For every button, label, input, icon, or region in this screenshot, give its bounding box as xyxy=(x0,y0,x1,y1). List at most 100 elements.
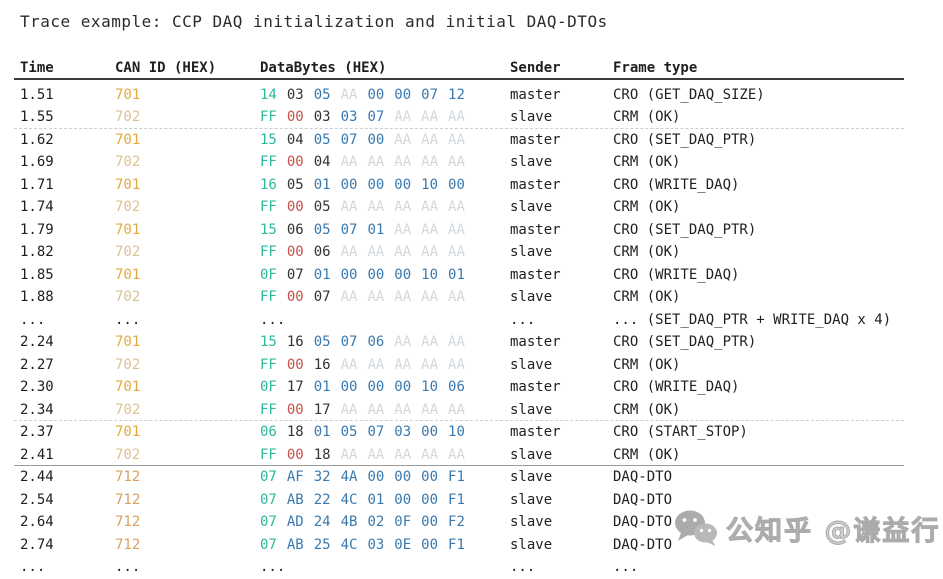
cell-databytes: FF 00 16 AA AA AA AA AA xyxy=(260,354,510,377)
data-byte: 22 xyxy=(313,491,331,508)
data-byte: 07 xyxy=(340,221,358,238)
data-byte: 00 xyxy=(286,244,304,260)
cell-databytes: ... xyxy=(260,309,510,332)
data-byte: AD xyxy=(286,514,304,530)
table-row: 1.88 702 FF 00 07 AA AA AA AA AA slave CRM (OK) xyxy=(14,286,904,309)
data-byte: AA xyxy=(367,401,385,418)
data-byte: AA xyxy=(394,401,412,418)
cell-frame-type: CRM (OK) xyxy=(613,154,681,170)
data-byte: 06 xyxy=(448,379,465,395)
data-byte: 00 xyxy=(286,154,304,170)
data-byte: 00 xyxy=(421,424,439,440)
cell-time: 2.34 xyxy=(20,401,54,418)
table-row: 2.74 712 07 AB 25 4C 03 0E 00 F1 slave DAQ-DTO xyxy=(14,534,904,557)
cell-can-id: 712 xyxy=(115,469,141,485)
cell-can-id: 712 xyxy=(115,514,141,530)
data-byte: FF xyxy=(260,401,277,418)
cell-databytes: 15 06 05 07 01 AA AA AA xyxy=(260,219,510,242)
cell-sender: slave xyxy=(510,199,553,215)
data-byte: 16 xyxy=(286,334,304,350)
data-byte: 03 xyxy=(313,109,331,125)
data-byte: AA xyxy=(340,446,358,463)
data-byte: 00 xyxy=(367,379,385,395)
data-byte: AA xyxy=(448,401,465,418)
data-byte: 00 xyxy=(286,446,304,463)
cell-can-id: ... xyxy=(115,559,141,575)
data-byte: AA xyxy=(421,289,439,305)
cell-time: 1.74 xyxy=(20,199,54,215)
data-byte: AA xyxy=(394,109,412,125)
cell-databytes: 07 AB 22 4C 01 00 00 F1 xyxy=(260,489,510,512)
cell-can-id: 702 xyxy=(115,199,141,215)
data-byte: 05 xyxy=(286,176,304,193)
data-byte: 05 xyxy=(340,424,358,440)
data-byte: 0F xyxy=(260,379,277,395)
data-byte: FF xyxy=(260,289,277,305)
data-byte: 07 xyxy=(260,491,277,508)
column-header-can-id: CAN ID (HEX) xyxy=(115,60,217,76)
data-byte: F1 xyxy=(448,469,465,485)
cell-can-id: 712 xyxy=(115,536,141,553)
table-row: 1.85 701 0F 07 01 00 00 00 10 01 master CRO (WRITE_… xyxy=(14,264,904,287)
data-byte: 14 xyxy=(260,86,277,103)
data-byte: 25 xyxy=(313,536,331,553)
data-byte: AA xyxy=(367,289,385,305)
column-header-time: Time xyxy=(20,60,54,76)
cell-time: 2.54 xyxy=(20,491,54,508)
data-byte: AB xyxy=(286,536,304,553)
data-byte: AA xyxy=(448,244,465,260)
data-byte: 01 xyxy=(367,491,385,508)
data-byte: AA xyxy=(448,334,465,350)
data-byte: AA xyxy=(367,154,385,170)
data-byte: 18 xyxy=(286,424,304,440)
data-byte: 4A xyxy=(340,469,358,485)
cell-frame-type: CRO (START_STOP) xyxy=(613,424,748,440)
data-byte: 10 xyxy=(421,266,439,283)
cell-databytes: ... xyxy=(260,556,510,579)
cell-frame-type: CRO (WRITE_DAQ) xyxy=(613,266,740,283)
data-byte: FF xyxy=(260,356,277,373)
column-header-frame-type: Frame type xyxy=(613,60,698,76)
data-byte: 00 xyxy=(394,469,412,485)
data-byte: 4C xyxy=(340,536,358,553)
cell-databytes: 0F 17 01 00 00 00 10 06 xyxy=(260,376,510,399)
data-byte: 10 xyxy=(448,424,465,440)
data-byte: 01 xyxy=(448,266,465,283)
data-byte: AA xyxy=(340,244,358,260)
cell-sender: slave xyxy=(510,446,553,463)
trace-table: Time CAN ID (HEX) DataBytes (HEX) Sender… xyxy=(14,56,904,579)
cell-frame-type: CRM (OK) xyxy=(613,356,681,373)
data-byte: 00 xyxy=(394,86,412,103)
data-byte: 0E xyxy=(394,536,412,553)
table-row: 2.44 712 07 AF 32 4A 00 00 00 F1 slave DAQ-DTO xyxy=(14,466,904,489)
data-byte: 07 xyxy=(313,289,331,305)
data-byte: 01 xyxy=(313,176,331,193)
data-byte: AA xyxy=(367,244,385,260)
data-byte: 4C xyxy=(340,491,358,508)
cell-time: 2.74 xyxy=(20,536,54,553)
data-byte: 07 xyxy=(367,109,385,125)
table-row: 1.69 702 FF 00 04 AA AA AA AA AA slave CRM (OK) xyxy=(14,151,904,174)
data-byte: 00 xyxy=(340,266,358,283)
data-byte: 18 xyxy=(313,446,331,463)
data-byte: 00 xyxy=(286,289,304,305)
data-byte: AA xyxy=(448,356,465,373)
cell-sender: master xyxy=(510,131,561,148)
cell-can-id: 702 xyxy=(115,356,141,373)
data-byte: AA xyxy=(421,154,439,170)
cell-databytes: 0F 07 01 00 00 00 10 01 xyxy=(260,264,510,287)
data-byte: AA xyxy=(340,86,358,103)
data-byte: 05 xyxy=(313,334,331,350)
data-byte: 17 xyxy=(286,379,304,395)
cell-sender: master xyxy=(510,424,561,440)
data-byte: 07 xyxy=(286,266,304,283)
data-byte: 00 xyxy=(286,109,304,125)
cell-databytes: 14 03 05 AA 00 00 07 12 xyxy=(260,84,510,107)
cell-time: 1.69 xyxy=(20,154,54,170)
data-byte: 00 xyxy=(367,266,385,283)
table-row: 2.27 702 FF 00 16 AA AA AA AA AA slave CRM (OK) xyxy=(14,354,904,377)
data-byte: 01 xyxy=(313,266,331,283)
data-byte: AA xyxy=(394,221,412,238)
cell-databytes: FF 00 06 AA AA AA AA AA xyxy=(260,241,510,264)
data-byte: 00 xyxy=(394,491,412,508)
